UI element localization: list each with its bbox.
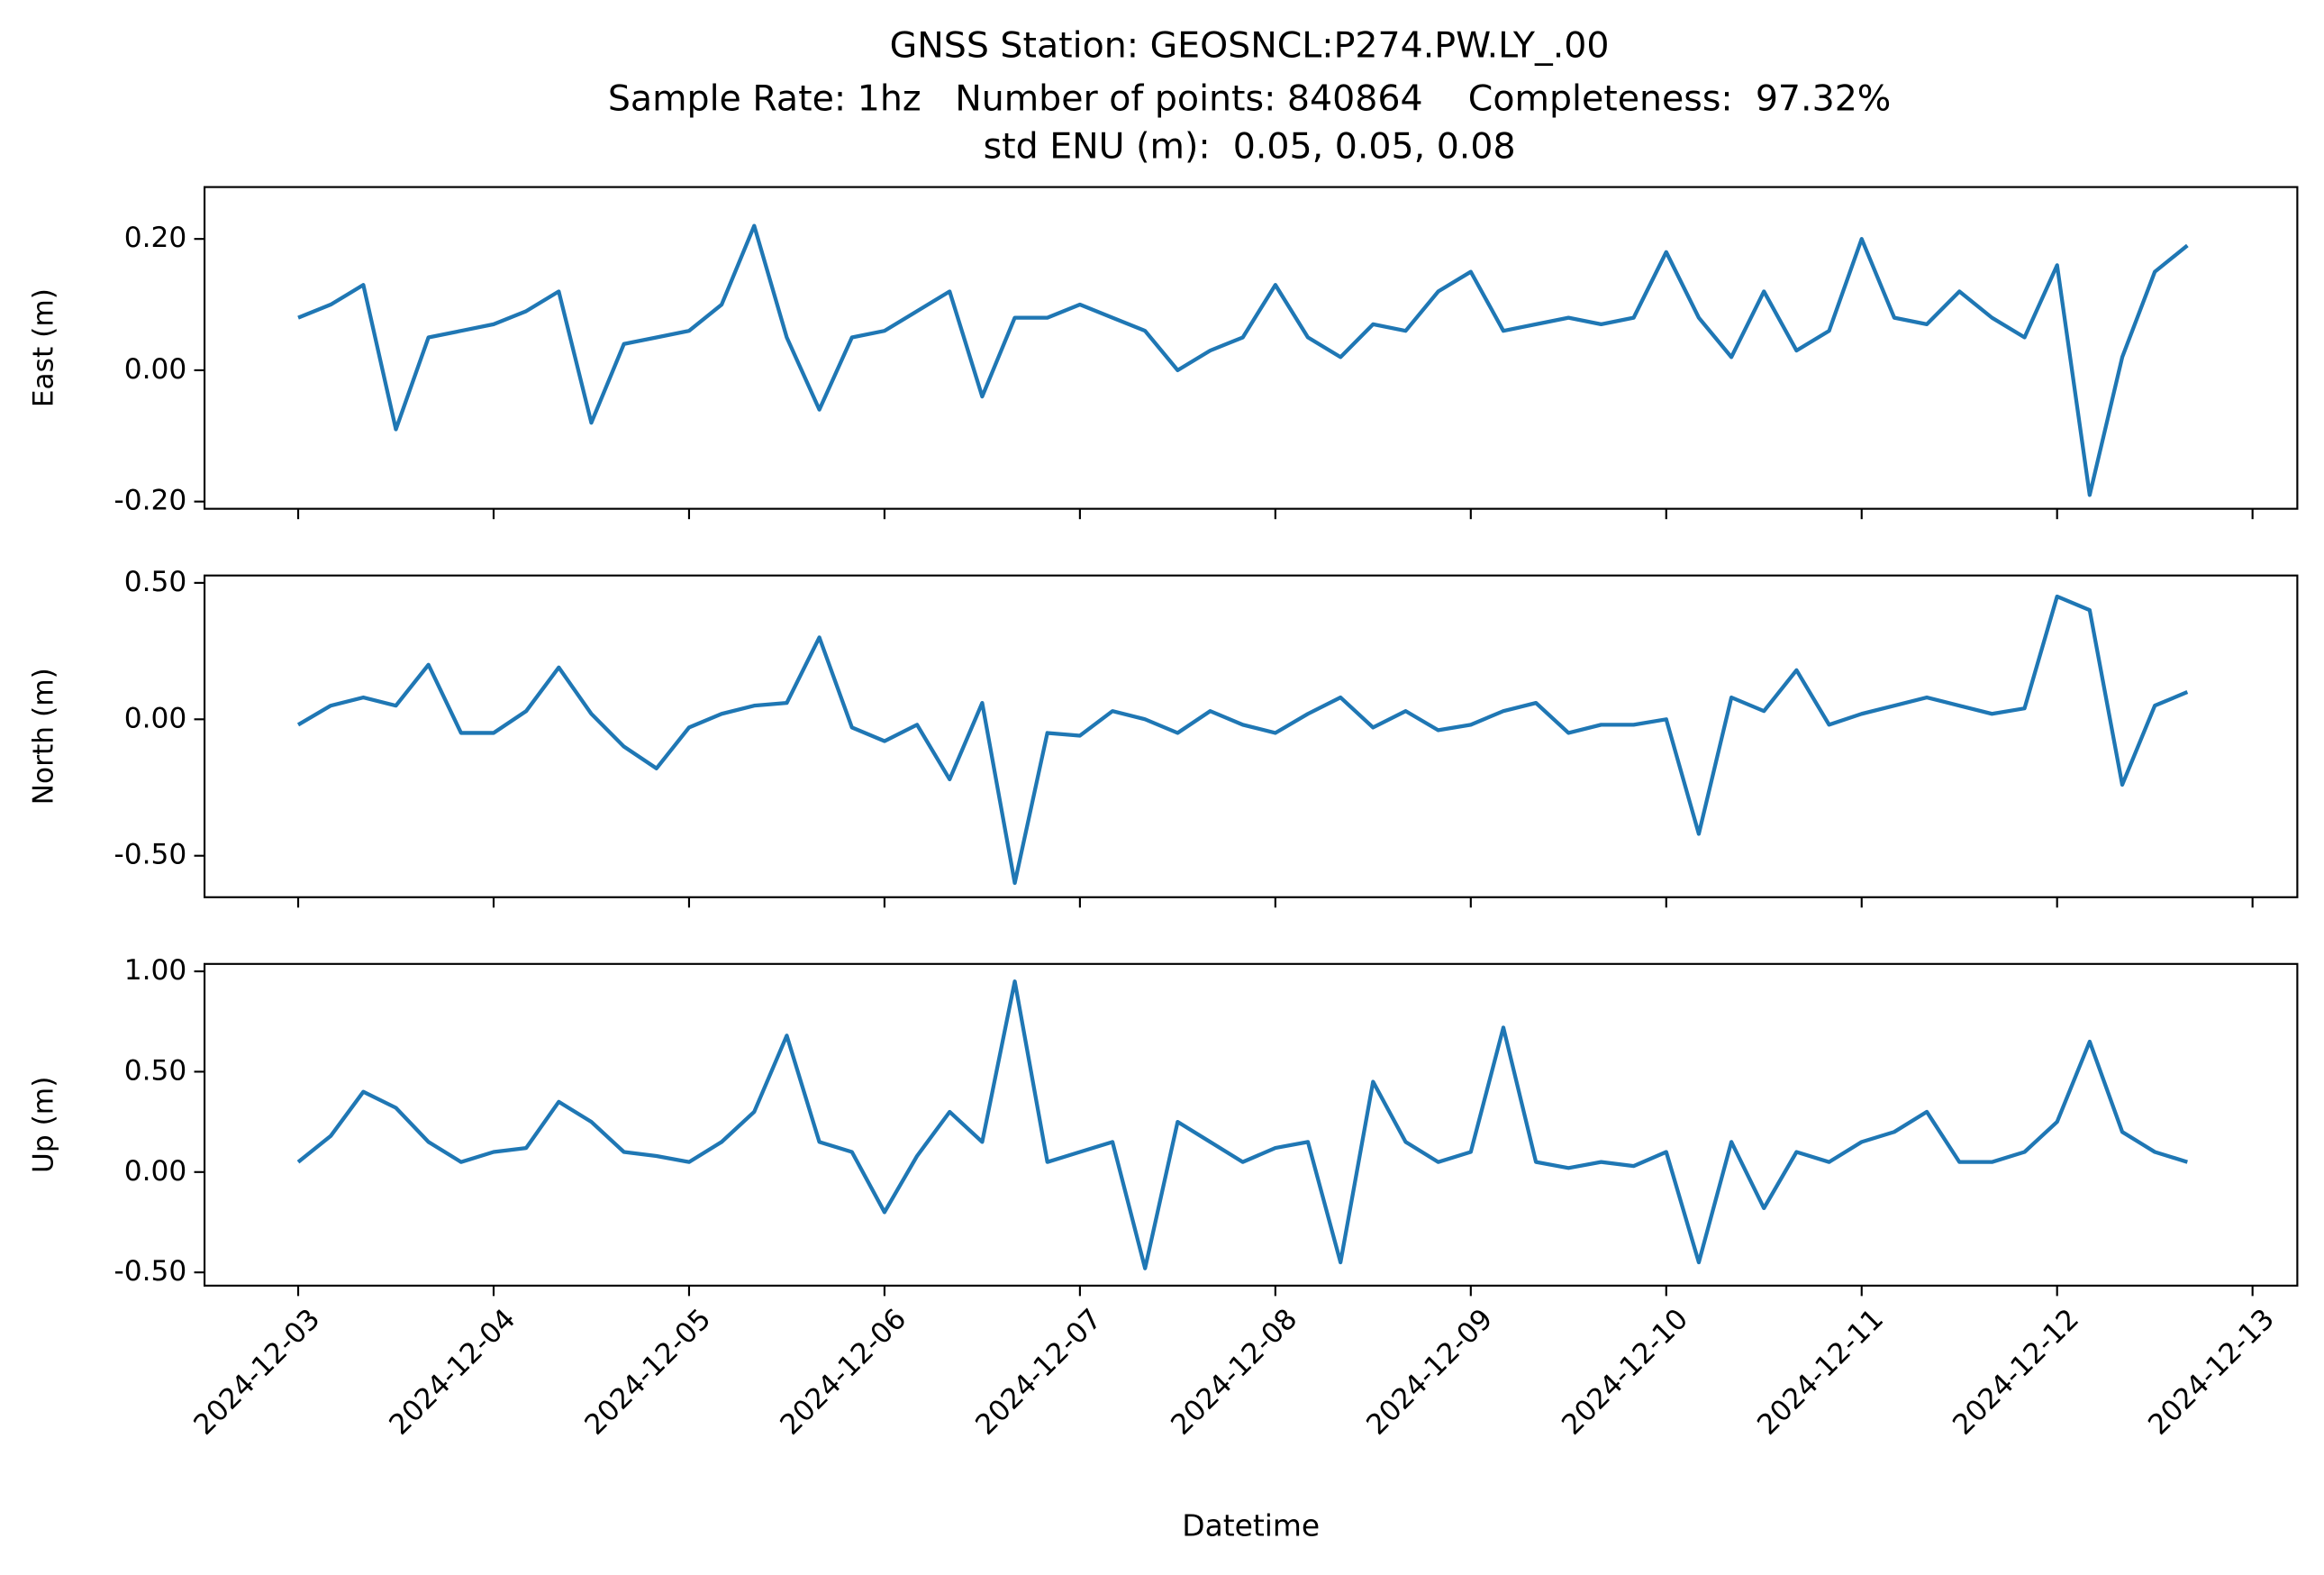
y-tick-label: 0.00: [124, 353, 187, 386]
y-axis-label: East (m): [27, 288, 59, 407]
y-tick-label: 0.00: [124, 702, 187, 734]
chart-subtitle: std ENU (m): 0.05, 0.05, 0.08: [984, 125, 1516, 167]
axes-frame: [203, 186, 2299, 510]
axes-frame: [203, 962, 2299, 1287]
y-tick-label: 0.00: [124, 1155, 187, 1188]
data-line: [297, 223, 2189, 497]
y-axis-label: North (m): [27, 668, 59, 805]
chart-subtitle: Sample Rate: 1hz Number of points: 84086…: [608, 78, 1891, 120]
axes-frame: [203, 574, 2299, 898]
y-tick-label: -0.20: [113, 485, 186, 517]
y-tick-label: 0.50: [124, 1054, 187, 1087]
y-tick-label: -0.50: [113, 839, 186, 871]
y-axis-label: Up (m): [27, 1077, 59, 1173]
y-tick-label: 0.20: [124, 222, 187, 254]
data-line: [296, 594, 2189, 886]
chart-title: GNSS Station: GEOSNCL:P274.PW.LY_.00: [890, 24, 1610, 66]
x-axis-label: Datetime: [1182, 1508, 1320, 1543]
y-tick-label: 0.50: [124, 566, 187, 598]
y-tick-label: 1.00: [124, 954, 187, 987]
y-tick-label: -0.50: [113, 1255, 186, 1288]
data-line: [296, 979, 2188, 1270]
